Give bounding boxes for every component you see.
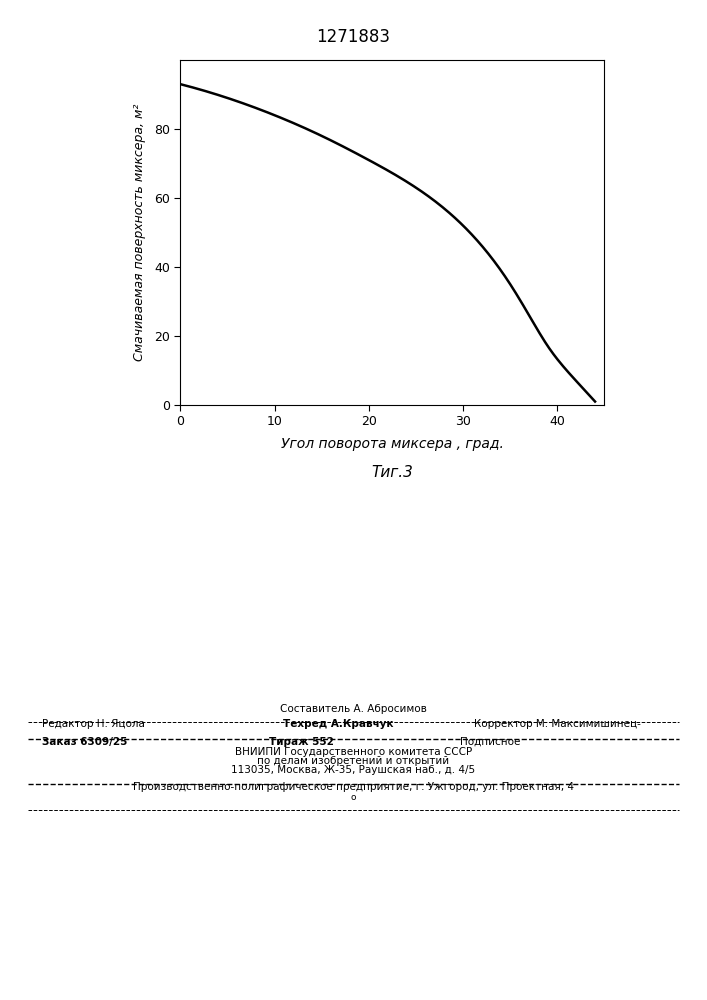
Text: Корректор М. Максимишинец-: Корректор М. Максимишинец- [474,719,641,729]
Text: ВНИИПИ Государственного комитета СССР: ВНИИПИ Государственного комитета СССР [235,747,472,757]
Text: Тираж 552: Тираж 552 [269,737,334,747]
Text: Производственно-полиграфическое предприятие, г. Ужгород, ул. Проектная, 4: Производственно-полиграфическое предприя… [133,782,574,792]
Y-axis label: Смачиваемая поверхность миксера, м²: Смачиваемая поверхность миксера, м² [132,104,146,361]
X-axis label: Угол поворота миксера , град.: Угол поворота миксера , град. [281,437,504,451]
Text: по делам изобретений и открытий: по делам изобретений и открытий [257,756,450,766]
Text: Заказ 6309/25: Заказ 6309/25 [42,737,128,747]
Text: 1271883: 1271883 [317,28,390,46]
Text: Редактор Н. Яцола: Редактор Н. Яцола [42,719,146,729]
Text: Τиг.3: Τиг.3 [371,465,414,480]
Text: о: о [351,793,356,802]
Text: Техред А.Кравчук: Техред А.Кравчук [283,719,393,729]
Text: 113035, Москва, Ж-35, Раушская наб., д. 4/5: 113035, Москва, Ж-35, Раушская наб., д. … [231,765,476,775]
Text: Составитель А. Абросимов: Составитель А. Абросимов [280,704,427,714]
Text: Подписное: Подписное [460,737,520,747]
